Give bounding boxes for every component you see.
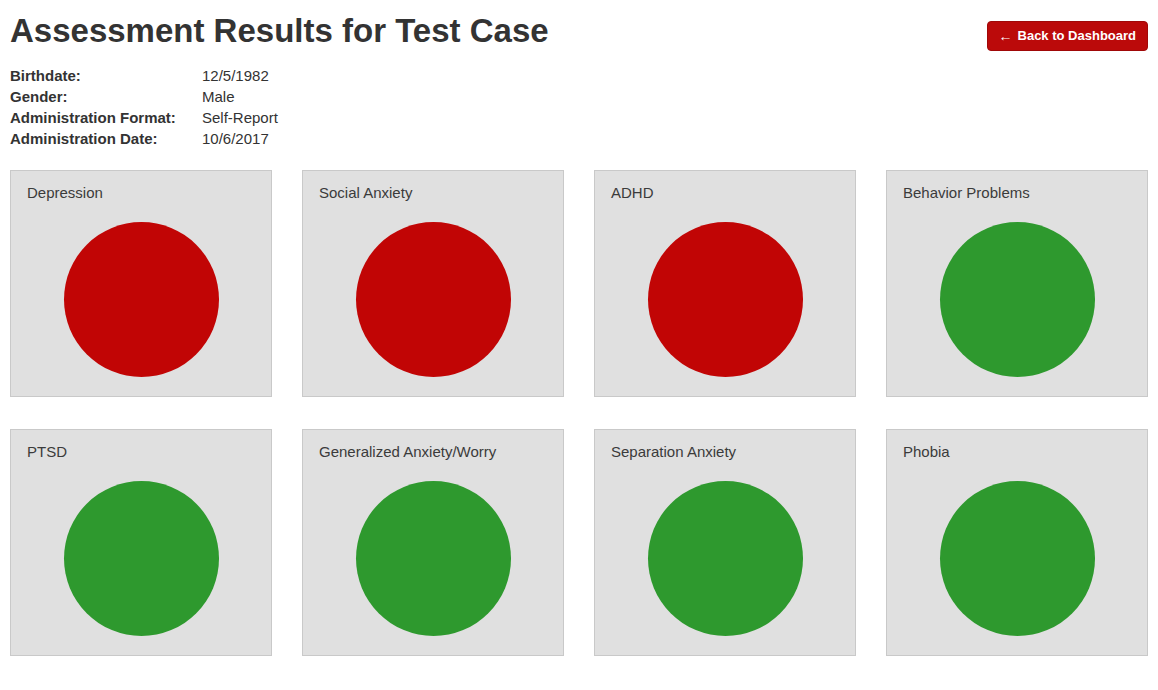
info-label: Administration Date: bbox=[10, 128, 202, 149]
status-circle bbox=[648, 222, 803, 377]
card-title: ADHD bbox=[595, 171, 855, 202]
card-title: PTSD bbox=[11, 430, 271, 461]
page-header: Assessment Results for Test Case ← Back … bbox=[10, 0, 1148, 51]
info-value: 12/5/1982 bbox=[202, 65, 269, 86]
card-title: Social Anxiety bbox=[303, 171, 563, 202]
card-title: Separation Anxiety bbox=[595, 430, 855, 461]
page-title: Assessment Results for Test Case bbox=[10, 12, 549, 50]
result-card-separation-anxiety: Separation Anxiety bbox=[594, 429, 856, 656]
info-value: Self-Report bbox=[202, 107, 278, 128]
info-label: Administration Format: bbox=[10, 107, 202, 128]
result-card-generalized-anxiety-worry: Generalized Anxiety/Worry bbox=[302, 429, 564, 656]
back-button-label: Back to Dashboard bbox=[1018, 28, 1136, 43]
patient-info: Birthdate: 12/5/1982 Gender: Male Admini… bbox=[10, 65, 1148, 149]
card-title: Generalized Anxiety/Worry bbox=[303, 430, 563, 461]
status-circle bbox=[648, 481, 803, 636]
result-card-social-anxiety: Social Anxiety bbox=[302, 170, 564, 397]
info-label: Birthdate: bbox=[10, 65, 202, 86]
result-card-depression: Depression bbox=[10, 170, 272, 397]
status-circle bbox=[356, 481, 511, 636]
back-arrow-icon: ← bbox=[999, 29, 1013, 43]
back-to-dashboard-button[interactable]: ← Back to Dashboard bbox=[987, 21, 1148, 51]
results-grid: Depression Social Anxiety ADHD Behavior … bbox=[10, 170, 1148, 656]
status-circle bbox=[940, 222, 1095, 377]
info-label: Gender: bbox=[10, 86, 202, 107]
result-card-phobia: Phobia bbox=[886, 429, 1148, 656]
status-circle bbox=[64, 222, 219, 377]
card-title: Behavior Problems bbox=[887, 171, 1147, 202]
card-title: Phobia bbox=[887, 430, 1147, 461]
info-row-administration-date: Administration Date: 10/6/2017 bbox=[10, 128, 1148, 149]
info-row-birthdate: Birthdate: 12/5/1982 bbox=[10, 65, 1148, 86]
status-circle bbox=[64, 481, 219, 636]
info-row-gender: Gender: Male bbox=[10, 86, 1148, 107]
assessment-results-page: Assessment Results for Test Case ← Back … bbox=[0, 0, 1158, 656]
result-card-ptsd: PTSD bbox=[10, 429, 272, 656]
card-title: Depression bbox=[11, 171, 271, 202]
result-card-adhd: ADHD bbox=[594, 170, 856, 397]
info-row-administration-format: Administration Format: Self-Report bbox=[10, 107, 1148, 128]
result-card-behavior-problems: Behavior Problems bbox=[886, 170, 1148, 397]
status-circle bbox=[356, 222, 511, 377]
info-value: Male bbox=[202, 86, 235, 107]
status-circle bbox=[940, 481, 1095, 636]
info-value: 10/6/2017 bbox=[202, 128, 269, 149]
